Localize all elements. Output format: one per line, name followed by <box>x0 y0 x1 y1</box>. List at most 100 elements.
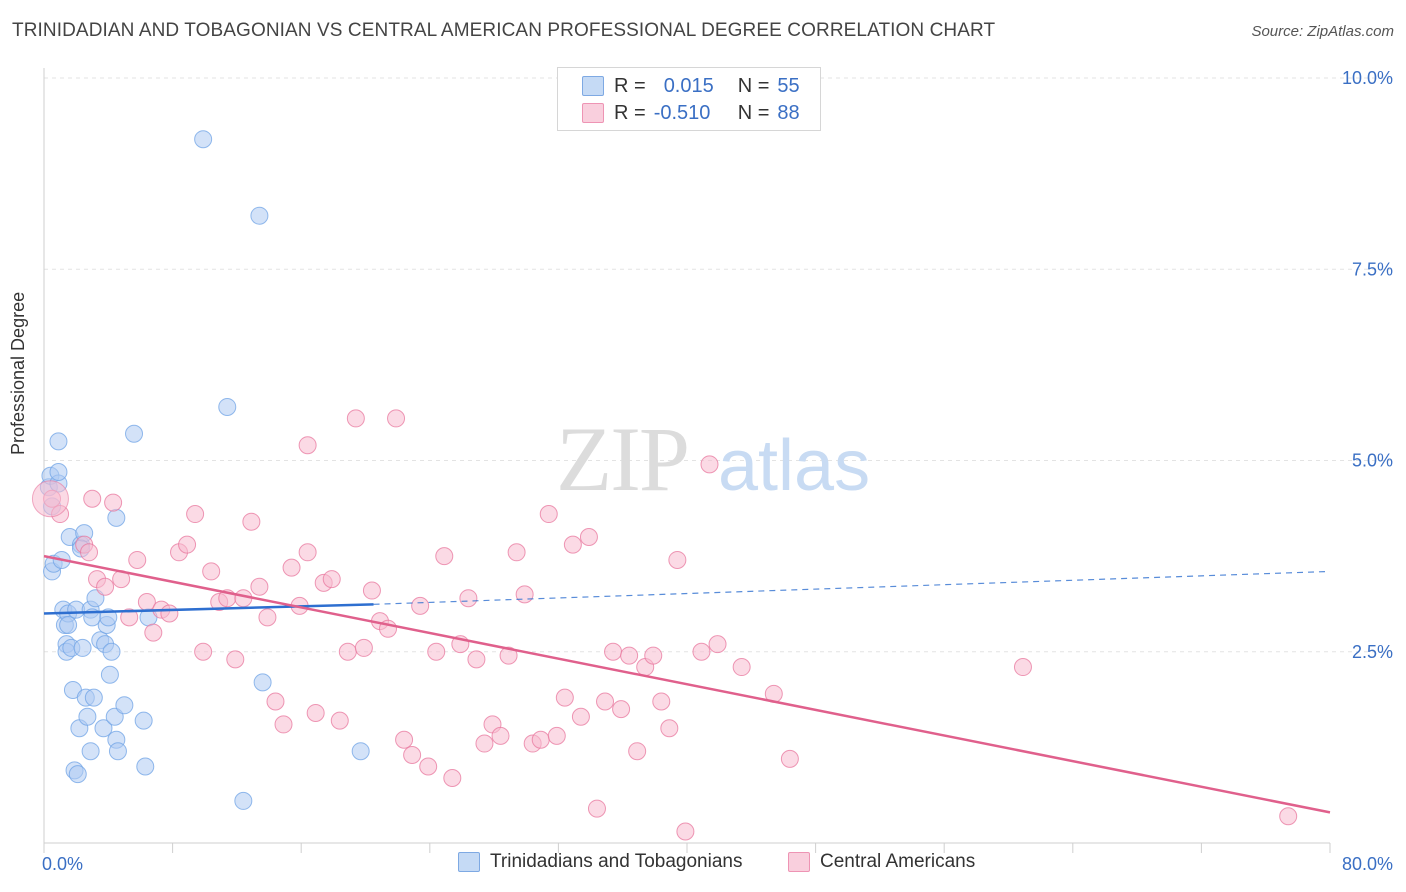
central-american-point-47 <box>435 547 454 566</box>
central-american-point-44 <box>411 596 430 615</box>
central-american-point-17 <box>194 642 213 661</box>
bottom-legend-item-central-american: Central Americans <box>788 851 975 873</box>
central-american-point-65 <box>579 528 598 546</box>
trinidadian-point-39 <box>105 707 124 726</box>
trinidadian-point-26 <box>78 707 97 726</box>
central-american-point-59 <box>531 730 550 749</box>
central-american-point-68 <box>604 642 623 661</box>
central-american-point-41 <box>387 409 406 428</box>
legend-swatch-blue <box>582 76 604 96</box>
legend-r-value: 0.015 <box>663 74 714 97</box>
central-american-point-28 <box>282 558 301 577</box>
central-american-point-79 <box>700 455 719 474</box>
central-american-point-83 <box>780 749 799 768</box>
central-american-point-69 <box>612 700 631 719</box>
bottom-legend-label: Central Americans <box>820 851 976 872</box>
central-american-point-18 <box>202 562 221 581</box>
central-american-point-70 <box>620 646 639 665</box>
central-american-point-16 <box>186 505 205 524</box>
trinidadian-point-38 <box>102 642 121 661</box>
chart-title: TRINIDADIAN AND TOBAGONIAN VS CENTRAL AM… <box>12 20 996 41</box>
central-american-point-78 <box>692 642 711 661</box>
central-american-point-76 <box>668 550 687 569</box>
legend-n-label: N = <box>737 74 770 97</box>
x-tick-label-max: 80.0% <box>1342 854 1393 874</box>
trinidadian-point-49 <box>218 397 237 416</box>
central-american-point-48 <box>443 768 462 787</box>
trinidadian-point-52 <box>253 673 272 692</box>
central-american-point-15 <box>178 535 197 554</box>
trinidadian-point-28 <box>81 742 100 761</box>
central-american-point-61 <box>547 726 566 745</box>
central-american-point-3 <box>80 543 99 562</box>
central-american-point-57 <box>515 585 534 604</box>
watermark-zip: ZIP <box>556 408 688 510</box>
central-american-point-46 <box>427 642 446 661</box>
y-tick-label-3: 10.0% <box>1342 68 1393 88</box>
legend-swatch-pink <box>582 103 604 123</box>
central-american-point-8 <box>120 608 139 627</box>
central-american-point-77 <box>676 822 695 841</box>
watermark: ZIP atlas <box>556 408 870 510</box>
trinidadian-point-42 <box>108 742 127 761</box>
trinidadian-point-53 <box>351 742 370 761</box>
central-american-point-60 <box>539 505 558 524</box>
trinidadian-point-20 <box>68 765 87 784</box>
trinidadian-point-33 <box>94 719 113 738</box>
trinidadian-point-40 <box>107 508 126 527</box>
y-tick-label-2: 7.5% <box>1352 259 1393 279</box>
legend-r-label: R = <box>614 74 646 97</box>
trinidadian-trend-extension <box>373 570 1331 605</box>
trinidadian-trend-line <box>43 603 374 615</box>
central-american-point-38 <box>362 581 381 600</box>
central-american-trend-line <box>43 554 1331 814</box>
central-american-cluster-point <box>31 480 69 518</box>
central-american-point-85 <box>1013 658 1032 677</box>
central-american-point-52 <box>475 734 494 753</box>
trinidadian-point-48 <box>194 130 213 149</box>
central-american-point-66 <box>587 799 606 818</box>
legend-n-value: 88 <box>777 101 800 124</box>
central-american-point-75 <box>660 719 679 738</box>
central-american-point-25 <box>258 608 277 627</box>
central-american-point-34 <box>330 711 349 730</box>
trinidadian-point-23 <box>73 638 92 657</box>
bottom-legend-swatch-pink <box>788 852 810 872</box>
central-american-point-67 <box>596 692 615 711</box>
central-american-point-87 <box>83 489 102 508</box>
trinidadian-point-44 <box>125 424 144 443</box>
legend-r-value: -0.510 <box>653 101 711 124</box>
source-label: Source: ZipAtlas.com <box>1251 23 1394 40</box>
central-american-point-50 <box>459 589 478 608</box>
trinidadian-point-46 <box>136 757 155 776</box>
central-american-point-31 <box>306 703 325 722</box>
central-american-point-30 <box>298 543 317 562</box>
central-american-point-81 <box>732 658 751 677</box>
central-american-point-36 <box>346 409 365 428</box>
scatter-points <box>31 130 1298 841</box>
central-american-point-55 <box>499 646 518 665</box>
central-american-point-27 <box>274 715 293 734</box>
central-american-point-80 <box>708 635 727 654</box>
central-american-point-23 <box>242 512 261 531</box>
central-american-point-11 <box>144 623 163 642</box>
trinidadian-point-43 <box>115 696 134 715</box>
central-american-point-56 <box>507 543 526 562</box>
central-american-point-62 <box>555 688 574 707</box>
bottom-legend-swatch-blue <box>458 852 480 872</box>
central-american-point-63 <box>563 535 582 554</box>
trinidadian-point-7 <box>49 432 68 451</box>
central-american-point-51 <box>467 650 486 669</box>
trinidadian-point-6 <box>49 462 68 481</box>
central-american-point-42 <box>395 730 414 749</box>
stats-legend-row-trinidadian: R = 0.015 N = 55 <box>582 73 800 99</box>
central-american-point-64 <box>571 707 590 726</box>
x-tick-label-min: 0.0% <box>42 854 83 874</box>
central-american-point-84 <box>298 436 317 455</box>
central-american-point-71 <box>628 742 647 761</box>
central-american-point-43 <box>403 746 422 765</box>
central-american-point-33 <box>322 570 341 589</box>
central-american-point-86 <box>1279 807 1298 826</box>
gridlines <box>44 77 1392 653</box>
